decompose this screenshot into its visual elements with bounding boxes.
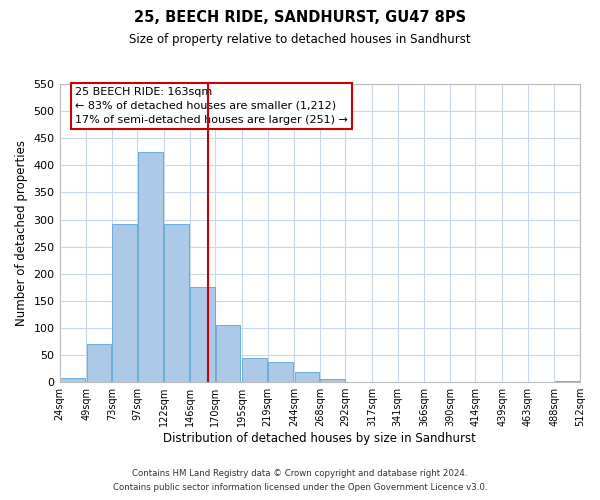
Bar (295, 372, 319, 382)
Bar (190, 288, 215, 382)
Bar (215, 324, 241, 382)
Bar (60, 378, 85, 382)
Y-axis label: Number of detached properties: Number of detached properties (15, 140, 28, 326)
Bar (164, 224, 189, 382)
Bar (268, 362, 293, 382)
Bar (86, 344, 112, 382)
Bar (320, 380, 345, 382)
X-axis label: Distribution of detached houses by size in Sandhurst: Distribution of detached houses by size … (163, 432, 476, 445)
Bar (112, 224, 137, 382)
Text: Contains public sector information licensed under the Open Government Licence v3: Contains public sector information licen… (113, 484, 487, 492)
Bar (555, 381, 580, 382)
Text: Size of property relative to detached houses in Sandhurst: Size of property relative to detached ho… (129, 32, 471, 46)
Bar (242, 358, 267, 382)
Text: Contains HM Land Registry data © Crown copyright and database right 2024.: Contains HM Land Registry data © Crown c… (132, 468, 468, 477)
Text: 25, BEECH RIDE, SANDHURST, GU47 8PS: 25, BEECH RIDE, SANDHURST, GU47 8PS (134, 10, 466, 25)
Text: 25 BEECH RIDE: 163sqm
← 83% of detached houses are smaller (1,212)
17% of semi-d: 25 BEECH RIDE: 163sqm ← 83% of detached … (75, 87, 348, 125)
Bar (138, 152, 163, 382)
